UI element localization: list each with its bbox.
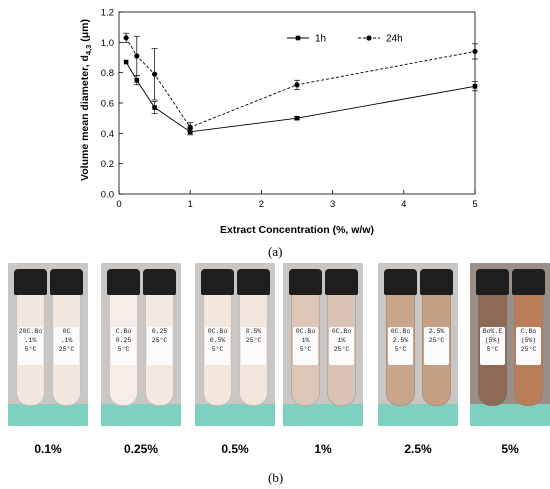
vial-cap [289,269,322,295]
vial-right: C.Bo (5%) 25°C [512,269,545,407]
concentration-label-1: 0.1% [34,442,62,456]
legend-24h-marker [366,35,372,41]
y-tick-label-6: 1.2 [101,8,114,19]
vial-cap [476,269,509,295]
vial-label: 0C.Bo 0.5% 5°C [205,327,230,365]
chart-legend: 1h 24h [287,34,403,45]
x-tick-label-2: 2 [259,199,264,210]
vial-cap [325,269,358,295]
series-24h-point-5 [472,48,478,55]
panel-label-a: (a) [268,244,283,259]
vial-cap [512,269,545,295]
series-1h-point-2 [152,105,157,110]
vial-photo-6: Bo%.E (5%) 5°C C.Bo (5%) 25°C [470,263,550,426]
vial-cap [237,269,270,295]
concentration-label-5: 2.5% [404,442,432,456]
series-24h-point-2 [152,71,158,77]
vial-cap [201,269,234,295]
y-tick-label-1: 0.2 [101,159,114,170]
x-tick-label-0: 0 [116,199,121,210]
y-tick-label-4: 0.8 [101,68,114,79]
y-tick-label-2: 0.4 [101,129,114,140]
vial-label: 2.5% 25°C [424,327,449,365]
x-axis-label: Extract Concentration (%, w/w) [220,224,374,236]
concentration-label-4: 1% [314,442,332,456]
concentration-label-2: 0.25% [123,442,159,456]
series-24h-line [125,37,476,128]
series-1h-line [125,61,476,133]
legend-1h-marker [295,35,301,41]
legend-24h-label: 24h [386,34,403,45]
vial-photo-bench [470,404,550,426]
panel-label-b: (b) [268,470,284,485]
series-1h-point-4 [294,115,300,121]
vial-right: 2.5% 25°C [420,269,453,407]
vial-right: 0C.Bo 1% 25°C [325,269,358,407]
vial-label: 0.5% 25°C [241,327,266,365]
x-tick-label-5: 5 [472,199,477,210]
x-tick-label-3: 3 [330,199,335,210]
vial-label: C.Bo (5%) 25°C [516,327,541,365]
vial-photo-2: C.Bo 0.25 5°C 0.25 25°C [101,263,181,426]
vial-photo-5: 0C.Bo 2.5% 5°C 2.5% 25°C [378,263,458,426]
y-axis-label: Volume mean diameter, d4,3 (μm) [79,19,93,181]
series-1h-point-5 [472,84,478,89]
series-24h-point-0 [123,35,129,41]
y-tick-label-0: 0.0 [101,190,114,201]
vial-photo-bench [101,404,181,426]
chart: 0 1 2 3 4 5 0.0 0.2 0.4 0.6 0.8 1.0 1.2 1h 24h Extrac… [79,8,478,236]
x-tick-label-4: 4 [401,199,406,210]
vial-right: 0.5% 25°C [237,269,270,407]
y-tick-label-3: 0.6 [101,99,114,110]
y-axis-label-subscript: 4,3 [84,45,93,55]
vial-label: 0C.Bo 1% 5°C [293,327,318,365]
photo-strip: 20C.Bo .1% 5°C 0C .1% 25°C C.Bo 0.25 5°C 0.… [0,263,550,428]
vial-photo-bench [8,404,88,426]
vial-photo-bench [378,404,458,426]
vial-label: 0C.Bo 1% 25°C [329,327,354,365]
series-1h-point-0 [123,59,129,65]
y-axis-label-main: Volume mean diameter, d [79,55,91,181]
vial-right: 0C .1% 25°C [50,269,83,407]
vial-photo-bench [283,404,363,426]
vial-photo-bench [195,404,275,426]
chart-ticks: 0 1 2 3 4 5 0.0 0.2 0.4 0.6 0.8 1.0 1.2 [101,8,478,211]
vial-label: 0.25 25°C [147,327,172,365]
vial-photo-1: 20C.Bo .1% 5°C 0C .1% 25°C [8,263,88,426]
vial-label: 0C .1% 25°C [54,327,79,365]
vial-right: 0.25 25°C [143,269,176,407]
vial-left: Bo%.E (5%) 5°C [476,269,509,407]
concentration-label-6: 5% [501,442,519,456]
y-axis-label-unit: (μm) [79,19,91,45]
concentration-label-3: 0.5% [221,442,249,456]
series-24h-point-3 [187,124,193,130]
vial-cap [143,269,176,295]
vial-label: Bo%.E (5%) 5°C [480,327,505,365]
series-1h-point-1 [134,77,140,83]
vial-photo-4: 0C.Bo 1% 5°C 0C.Bo 1% 25°C [283,263,363,426]
vial-cap [14,269,47,295]
series-24h-point-4 [294,82,300,88]
chart-series [123,32,478,136]
vial-left: C.Bo 0.25 5°C [107,269,140,407]
vial-left: 20C.Bo .1% 5°C [14,269,47,407]
vial-left: 0C.Bo 0.5% 5°C [201,269,234,407]
vial-cap [50,269,83,295]
vial-photo-3: 0C.Bo 0.5% 5°C 0.5% 25°C [195,263,275,426]
vial-left: 0C.Bo 2.5% 5°C [384,269,417,407]
vial-label: 20C.Bo .1% 5°C [18,327,43,365]
legend-1h-label: 1h [315,34,326,45]
vial-cap [420,269,453,295]
x-tick-label-1: 1 [188,199,193,210]
series-24h-point-1 [134,53,140,59]
vial-left: 0C.Bo 1% 5°C [289,269,322,407]
vial-cap [107,269,140,295]
vial-label: 0C.Bo 2.5% 5°C [388,327,413,365]
vial-cap [384,269,417,295]
y-tick-label-5: 1.0 [101,38,114,49]
vial-label: C.Bo 0.25 5°C [111,327,136,365]
